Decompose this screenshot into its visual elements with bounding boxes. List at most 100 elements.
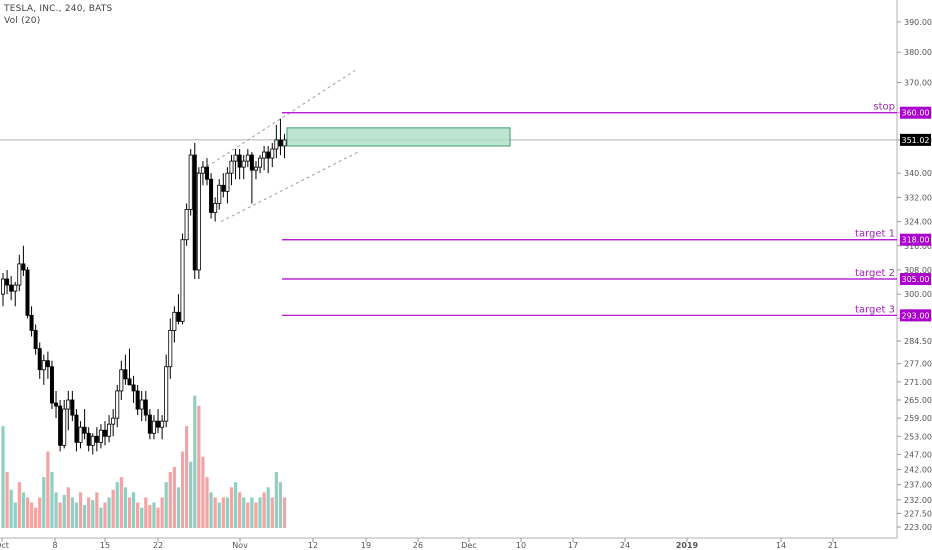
volume-bar [95,492,99,528]
price-tick-label: 247.00 [904,450,932,459]
price-tick-label: 308.00 [904,266,932,275]
volume-bar [42,477,46,528]
candle-body [90,435,95,446]
volume-bar [87,497,91,528]
volume-bar [270,497,274,528]
candle-body [221,184,226,192]
volume-bar [278,482,283,528]
drawing-overlays: stop target 1 target 2 target 3 [0,69,897,316]
level-price-tag [900,233,931,246]
volume-bar [238,492,242,528]
level-price-tag-text: 293.00 [902,311,930,320]
volume-bar [148,505,152,528]
time-tick-label: Oct [0,541,9,550]
candle-body [33,330,38,349]
level-price-tag [900,273,931,286]
volume-bar [136,502,140,528]
candle-body [123,369,128,380]
time-tick-label: 17 [568,541,578,550]
candle-body [262,151,267,159]
price-tick-label: 223.00 [904,523,932,532]
candle-body [143,399,148,416]
candle-body [127,378,132,386]
volume-bar [127,497,132,528]
volume-bar [78,492,83,528]
candle-body [266,151,271,159]
candle-body [70,399,75,416]
candle-body [245,154,250,162]
price-axis-tags: 360.00 318.00 305.00 293.00 351.02 [900,106,931,322]
price-tick-label: 332.00 [904,193,932,202]
candle-body [94,435,99,443]
price-tick-label: 390.00 [904,18,932,27]
volume-bar [34,507,38,528]
candle-body [62,408,67,446]
candle-body [180,239,185,322]
candle-body [103,429,108,437]
candle-body [200,166,205,174]
price-tick-label: 300.00 [904,290,932,299]
candle-body [213,203,218,213]
candle-body [196,172,201,271]
time-tick-label: Nov [232,541,248,550]
volume-bar [185,426,189,528]
volume-bar [274,472,278,528]
volume-bar [262,492,266,528]
price-tick-label: 232.00 [904,496,932,505]
candle-body [107,423,112,437]
candle-body [192,154,197,271]
candle-body [147,414,152,434]
candle-body [160,420,165,428]
current-price-tag-text: 351.02 [902,136,930,145]
level-label: target 2 [855,268,895,279]
price-tick-label: 242.00 [904,466,932,475]
volume-bar [282,497,287,528]
volume-bar [123,487,127,528]
volume-bar [103,502,107,528]
volume-bar [25,497,30,528]
volume-bar [172,466,176,528]
volume-bar [168,472,172,528]
volume-bar [205,477,209,528]
candle-body [17,263,22,286]
volume-bar [74,502,79,528]
candle-body [217,184,222,204]
volume-bar [144,497,148,528]
level-label: stop [873,102,895,113]
volume-bar [17,482,21,528]
candle-body [111,417,116,425]
candle-body [82,426,87,434]
candle-body [58,405,63,446]
volume-bar [266,487,270,528]
price-tick-label: 265.00 [904,396,932,405]
price-tick-label: 237.00 [904,481,932,490]
candle-body [98,429,103,443]
candle-body [184,209,189,241]
volume-bar [225,497,229,528]
volume-bar [119,477,123,528]
candle-body [0,278,6,295]
candle-body [156,420,161,428]
volume-bar [160,497,164,528]
price-tick-label: 316.00 [904,242,932,251]
candle-body [274,139,279,150]
volume-bar [209,492,213,528]
candle-body [49,366,54,404]
volume-bar [115,482,119,528]
candle-body [45,360,50,368]
volume-bar [58,502,62,528]
candle-body [41,360,46,371]
candle-body [21,263,26,271]
volume-bar [62,494,66,528]
candle-body [164,366,169,422]
channel-upper-line [196,69,356,174]
volume-bar [242,497,246,528]
level-price-tag [900,309,931,322]
candle-body [131,384,136,392]
candle-body [278,139,283,147]
current-price-tag [900,133,931,146]
level-price-tag [900,106,931,119]
price-tick-label: 284.50 [904,337,932,346]
volume-bar [5,472,9,528]
